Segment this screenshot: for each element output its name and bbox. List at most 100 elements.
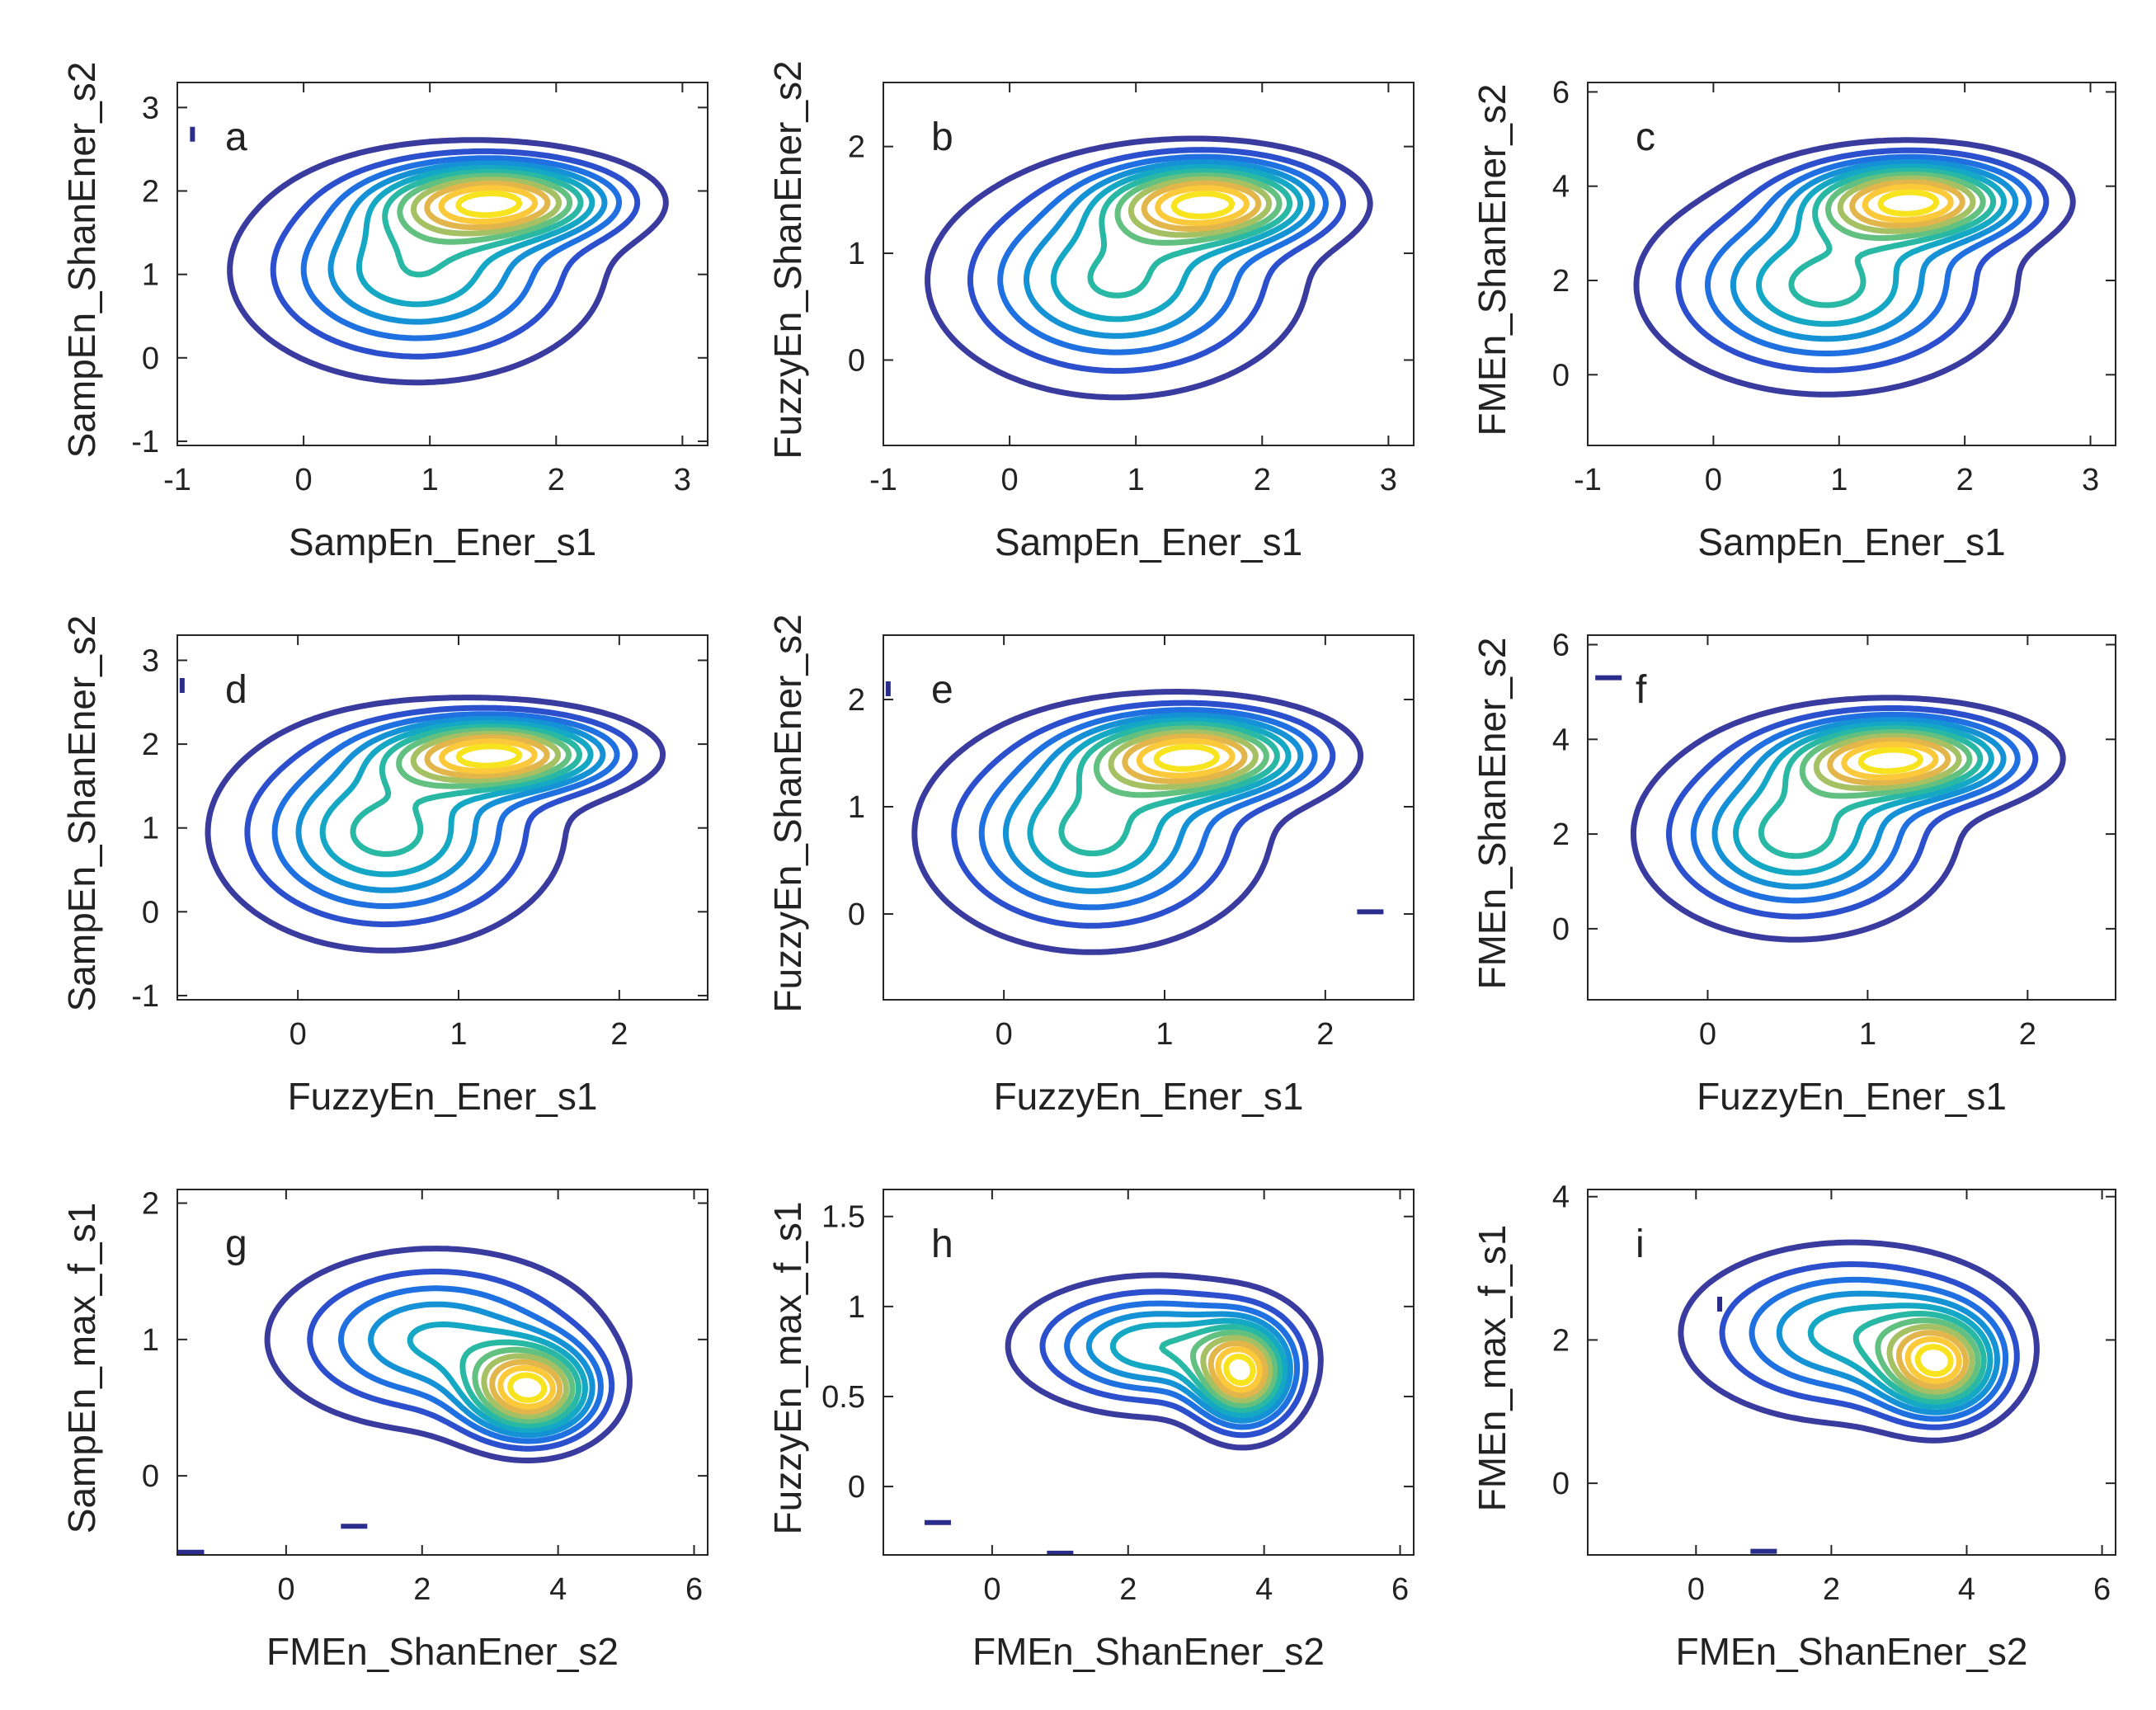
contour-level-7: [396, 727, 572, 789]
y-tick-label: 1.5: [821, 1200, 865, 1235]
y-tick-label: 0: [142, 1459, 159, 1494]
contour-level-1: [227, 137, 669, 386]
panel-f: 0 1 2 0 2 4 6 FuzzyEn_Ener_s1 FMEn_ShanEner_s2 f: [1471, 628, 2116, 1118]
contour-level-10: [1841, 741, 1939, 780]
panel-a: -1 0 1 2 3 -1 0 1 2 3 SampEn_Ener_s1 SampEn_ShanEne…: [60, 62, 708, 563]
contour-level-9: [489, 1359, 563, 1415]
x-axis-label: FMEn_ShanEner_s2: [972, 1630, 1325, 1673]
y-axis-label: FuzzyEn_max_f_s1: [766, 1202, 809, 1535]
contour-level-5: [407, 1321, 588, 1433]
y-tick-label: 4: [1552, 1180, 1570, 1215]
panel-letter: b: [931, 115, 953, 159]
y-tick-label: -1: [131, 979, 159, 1014]
contour-level-1: [1633, 137, 2076, 398]
contour-level-10: [1155, 185, 1250, 226]
x-tick-label: 1: [450, 1017, 467, 1052]
contour-level-3: [300, 155, 622, 342]
y-tick-label: 1: [142, 812, 159, 846]
axes-box: [177, 1189, 708, 1556]
contour-level-9: [424, 181, 551, 231]
y-axis-label: FuzzyEn_ShanEner_s2: [766, 614, 809, 1012]
contour-level-11: [1223, 1354, 1256, 1387]
contour-level-11: [507, 1372, 548, 1403]
contour-level-6: [459, 1339, 581, 1429]
contour-level-9: [1141, 180, 1262, 232]
x-tick-label: 1: [1156, 1017, 1173, 1052]
x-tick-label: 0: [295, 463, 313, 497]
contour-level-10: [497, 1365, 556, 1410]
y-tick-label: 2: [142, 728, 159, 762]
contour-level-6: [1758, 725, 1984, 860]
contour-level-8: [1127, 176, 1273, 238]
x-axis-label: FuzzyEn_Ener_s1: [1697, 1075, 2007, 1118]
contour-level-9: [1849, 179, 1965, 228]
x-axis-label: SampEn_Ener_s1: [1697, 521, 2005, 563]
contour-level-2: [951, 700, 1336, 929]
contour-level-9: [1827, 737, 1951, 786]
contour-level-1: [1678, 1239, 2040, 1444]
contour-lines: [227, 137, 669, 386]
contour-level-11: [1857, 747, 1923, 775]
y-tick-label: 0: [848, 343, 865, 378]
y-tick-label: 1: [848, 1290, 865, 1325]
y-tick-label: 4: [1552, 723, 1570, 757]
contour-level-11: [455, 191, 523, 219]
contour-level-11: [1170, 191, 1236, 219]
y-tick-label: 2: [1552, 1323, 1570, 1358]
contour-level-3: [271, 711, 620, 909]
contour-level-8: [1886, 1323, 1975, 1395]
contour-level-2: [1719, 1261, 2020, 1430]
contour-level-10: [439, 738, 538, 775]
contour-level-1: [1631, 695, 2066, 943]
contour-level-4: [1002, 712, 1304, 894]
x-tick-label: 2: [413, 1572, 431, 1607]
y-axis-label: SampEn_ShanEner_s2: [60, 62, 103, 459]
contour-lines: [1678, 1239, 2040, 1444]
contour-level-7: [397, 172, 573, 245]
contour-level-7: [1114, 172, 1283, 246]
contour-level-2: [244, 704, 638, 928]
x-axis-label: FuzzyEn_Ener_s1: [994, 1075, 1304, 1118]
y-tick-label: 3: [142, 643, 159, 678]
contour-level-4: [295, 715, 606, 893]
contour-level-5: [1027, 717, 1292, 879]
y-tick-label: 6: [1552, 75, 1570, 110]
contour-level-4: [1024, 159, 1316, 339]
axes-box: [883, 82, 1415, 446]
contour-level-4: [327, 160, 608, 325]
y-tick-label: 1: [848, 790, 865, 825]
contour-level-9: [1122, 733, 1248, 784]
y-tick-label: 2: [142, 1187, 159, 1222]
contour-level-1: [925, 135, 1373, 401]
y-tick-label: 0.5: [821, 1380, 865, 1415]
contour-level-8: [1108, 729, 1259, 790]
x-tick-label: 0: [983, 1572, 1000, 1607]
contour-level-8: [1200, 1335, 1273, 1404]
x-tick-label: 2: [1956, 463, 1974, 497]
contour-level-8: [1837, 175, 1976, 234]
x-tick-label: 6: [2093, 1572, 2111, 1607]
axes-box: [177, 634, 708, 1001]
y-tick-label: -1: [131, 425, 159, 459]
y-axis-label: SampEn_ShanEner_s2: [60, 615, 103, 1012]
x-tick-label: 3: [1380, 463, 1397, 497]
x-tick-label: 6: [1391, 1572, 1409, 1607]
contour-level-5: [1756, 163, 2007, 327]
x-tick-label: 2: [610, 1017, 628, 1052]
panel-letter: h: [931, 1222, 953, 1266]
contour-level-8: [1813, 733, 1962, 792]
x-tick-label: 2: [2019, 1017, 2036, 1052]
contour-level-6: [1788, 167, 1997, 309]
contour-level-10: [1136, 737, 1236, 779]
panel-letter: g: [225, 1222, 247, 1266]
contour-level-7: [472, 1346, 576, 1424]
y-tick-label: 0: [1552, 1467, 1570, 1501]
contour-level-6: [1852, 1311, 1987, 1405]
contour-level-1: [205, 695, 666, 954]
y-tick-label: 0: [848, 897, 865, 932]
contour-level-5: [1109, 1317, 1288, 1418]
x-tick-label: -1: [1574, 463, 1602, 497]
y-tick-label: 0: [142, 895, 159, 930]
y-tick-label: 4: [1552, 170, 1570, 205]
contour-level-4: [1711, 717, 2007, 890]
